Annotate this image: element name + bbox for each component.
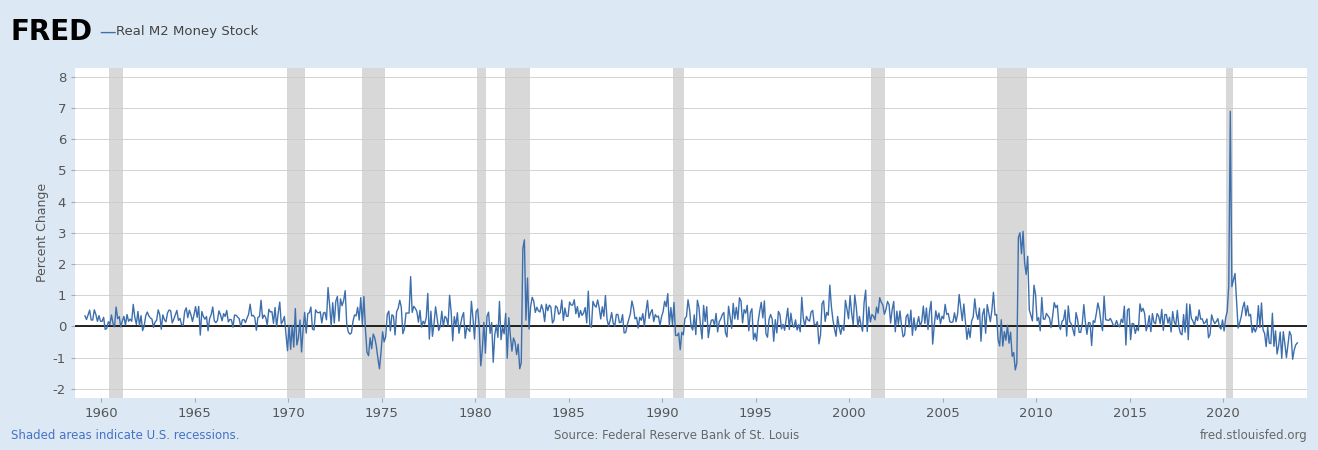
Bar [477, 68, 486, 398]
Text: Real M2 Money Stock: Real M2 Money Stock [116, 25, 258, 38]
Text: Shaded areas indicate U.S. recessions.: Shaded areas indicate U.S. recessions. [11, 429, 239, 442]
Bar [109, 68, 123, 398]
Y-axis label: Percent Change: Percent Change [36, 183, 49, 283]
Text: FRED: FRED [11, 18, 92, 45]
Bar [361, 68, 385, 398]
Bar [871, 68, 886, 398]
Text: fred.stlouisfed.org: fred.stlouisfed.org [1199, 429, 1307, 442]
Bar [1227, 68, 1232, 398]
Bar [287, 68, 306, 398]
Bar [673, 68, 684, 398]
Text: —: — [99, 22, 116, 40]
Text: Source: Federal Reserve Bank of St. Louis: Source: Federal Reserve Bank of St. Loui… [554, 429, 799, 442]
Bar [998, 68, 1027, 398]
Bar [505, 68, 530, 398]
